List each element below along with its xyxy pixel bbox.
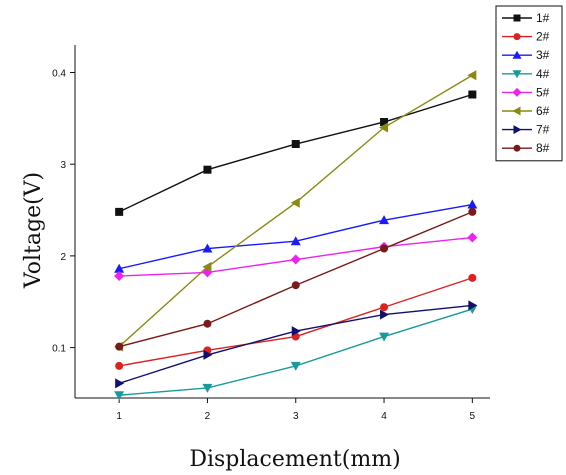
data-point: [115, 361, 124, 370]
legend-item-1: 1#: [502, 11, 550, 25]
series-3: [114, 199, 478, 273]
legend-label: 1#: [536, 11, 550, 25]
legend: 1# 2# 3# 4# 5# 6# 7# 8#: [495, 5, 563, 162]
legend-label: 3#: [536, 48, 550, 62]
data-point: [467, 199, 478, 209]
legend-label: 2#: [536, 30, 550, 44]
data-point: [202, 243, 213, 253]
data-point: [114, 391, 125, 401]
x-tick-label: 3: [293, 411, 299, 422]
x-tick-label: 5: [470, 411, 476, 422]
data-point: [512, 50, 522, 59]
data-point: [468, 90, 477, 99]
series-8: [115, 207, 477, 351]
legend-label: 7#: [536, 123, 550, 137]
legend-item-7: 7#: [502, 123, 550, 137]
data-point: [379, 332, 390, 342]
data-point: [290, 197, 300, 208]
data-point: [115, 207, 124, 216]
data-point: [115, 378, 125, 389]
y-axis-label: Voltage(V): [21, 172, 46, 289]
data-point: [379, 122, 389, 133]
y-tick-label: 0.4: [52, 69, 66, 80]
data-point: [512, 70, 522, 79]
legend-label: 4#: [536, 67, 550, 81]
data-point: [290, 361, 301, 371]
data-point: [291, 281, 300, 290]
data-point: [467, 70, 477, 81]
series-1: [115, 90, 477, 216]
legend-box: [495, 5, 563, 162]
series-line: [118, 74, 473, 348]
series-7: [115, 300, 478, 389]
y-tick-label: 2: [60, 252, 66, 263]
data-point: [380, 309, 390, 320]
data-point: [380, 118, 389, 127]
legend-item-4: 4#: [502, 67, 550, 81]
data-point: [512, 87, 522, 97]
data-point: [114, 263, 125, 273]
legend-item-3: 3#: [502, 48, 550, 62]
data-point: [467, 232, 478, 243]
ticks: 1 2 3 4 5 0.1 2 3 0.4: [52, 69, 475, 422]
legend-label: 8#: [536, 141, 550, 155]
data-point: [291, 140, 300, 149]
data-point: [291, 326, 301, 337]
legend-item-6: 6#: [502, 104, 550, 118]
series-line: [119, 277, 473, 367]
data-point: [513, 14, 521, 22]
data-point: [115, 342, 124, 351]
x-tick-label: 1: [116, 411, 122, 422]
x-axis-label: Displacement(mm): [189, 447, 400, 472]
data-point: [513, 33, 521, 41]
data-point: [290, 254, 301, 265]
data-point: [513, 125, 522, 135]
data-point: [468, 207, 477, 216]
legend-item-8: 8#: [502, 141, 550, 155]
series-line: [118, 304, 473, 384]
y-tick-label: 3: [60, 160, 66, 171]
series-2: [115, 273, 477, 370]
data-point: [380, 303, 389, 312]
series-layer: [114, 70, 478, 401]
series-4: [114, 305, 478, 401]
series-line: [119, 308, 473, 396]
data-point: [468, 300, 478, 311]
legend-item-5: 5#: [502, 85, 550, 99]
data-point: [203, 165, 212, 174]
axes: [74, 45, 490, 399]
x-tick-label: 2: [205, 411, 211, 422]
data-point: [512, 106, 521, 116]
data-point: [290, 236, 301, 246]
legend-label: 6#: [536, 104, 550, 118]
data-point: [203, 349, 213, 360]
legend-item-2: 2#: [502, 30, 550, 44]
data-point: [202, 261, 212, 272]
series-line: [118, 211, 473, 348]
series-6: [114, 70, 477, 352]
series-line: [118, 93, 473, 213]
x-tick-label: 4: [381, 411, 387, 422]
data-point: [513, 144, 521, 152]
data-point: [379, 215, 390, 225]
data-point: [114, 271, 125, 282]
data-point: [202, 383, 213, 393]
data-point: [468, 273, 477, 282]
data-point: [203, 319, 212, 328]
y-tick-label: 0.1: [52, 344, 66, 355]
legend-label: 5#: [536, 85, 550, 99]
data-point: [380, 244, 389, 253]
